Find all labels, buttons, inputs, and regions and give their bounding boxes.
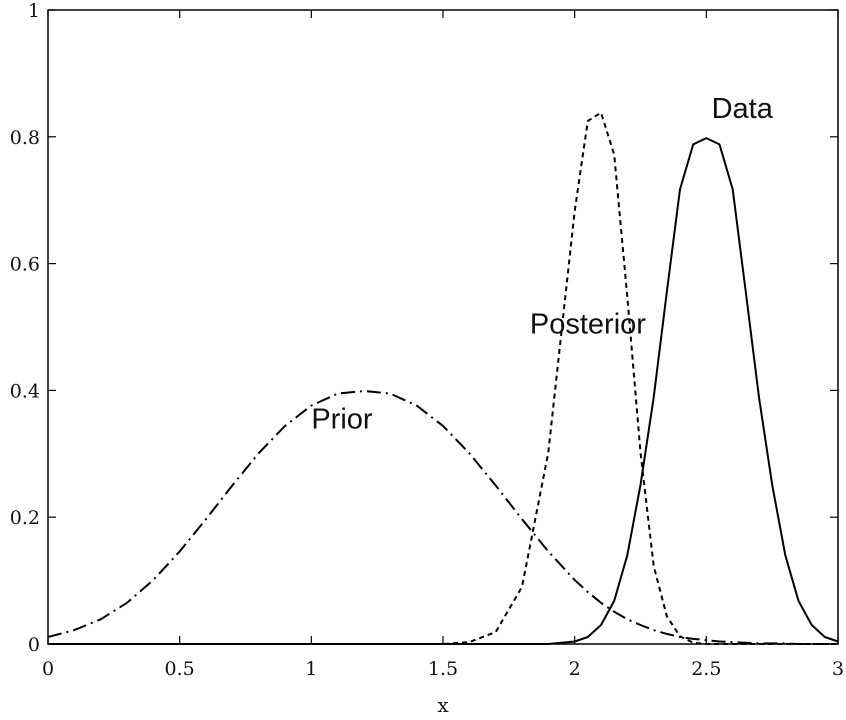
y-tick-label: 1 (28, 0, 40, 22)
curve-label-data: Data (712, 93, 774, 125)
x-tick-label: 2 (569, 658, 581, 680)
x-tick-label: 2.5 (691, 658, 721, 680)
y-tick-label: 0.6 (10, 254, 40, 276)
x-axis-title: x (437, 693, 449, 717)
annotation-group: Prior Posterior Data (311, 93, 773, 436)
x-tick-label: 1.5 (428, 658, 458, 680)
x-tick-label: 0 (42, 658, 54, 680)
y-axis-ticks: 0 0.2 0.4 0.6 0.8 1 (10, 0, 838, 656)
y-tick-label: 0.2 (10, 507, 40, 529)
y-tick-label: 0.4 (10, 380, 40, 402)
y-tick-label: 0.8 (10, 127, 40, 149)
x-axis-ticks: 0 0.5 1 1.5 2 2.5 3 (42, 10, 844, 680)
curve-label-prior: Prior (311, 403, 373, 435)
x-tick-label: 1 (305, 658, 317, 680)
y-tick-label: 0 (28, 634, 40, 656)
x-tick-label: 0.5 (165, 658, 195, 680)
curve-label-posterior: Posterior (530, 308, 646, 340)
series-line-data (48, 137, 839, 645)
series-group (47, 111, 839, 645)
x-tick-label: 3 (832, 658, 844, 680)
series-line-prior (47, 390, 838, 645)
